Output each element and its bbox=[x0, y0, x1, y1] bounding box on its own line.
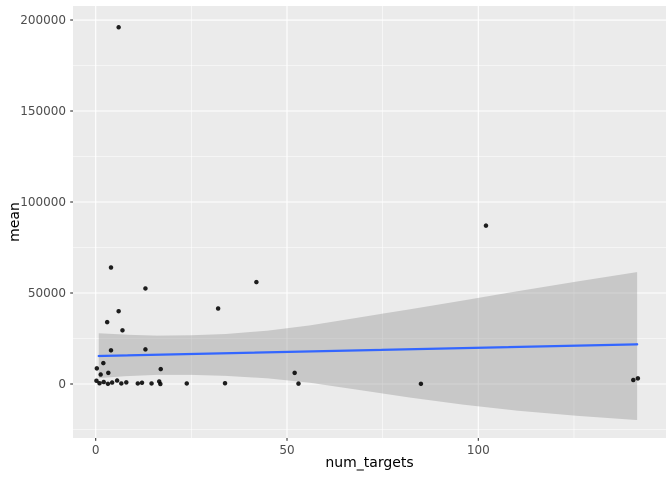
y-tick-label: 100000 bbox=[20, 195, 66, 209]
data-point bbox=[184, 381, 190, 386]
data-point bbox=[94, 378, 99, 383]
data-point bbox=[483, 223, 489, 228]
data-point bbox=[635, 376, 641, 381]
data-point bbox=[101, 360, 106, 366]
data-point bbox=[104, 319, 110, 325]
x-axis-title: num_targets bbox=[325, 455, 414, 471]
data-point bbox=[418, 381, 424, 387]
data-point bbox=[97, 381, 102, 386]
data-point bbox=[116, 308, 121, 314]
x-tick-label: 50 bbox=[279, 443, 294, 457]
data-point bbox=[116, 25, 121, 30]
y-tick-label: 150000 bbox=[20, 104, 66, 118]
data-point bbox=[222, 381, 228, 386]
y-tick-label: 200000 bbox=[20, 13, 66, 27]
data-point bbox=[135, 381, 141, 386]
data-point bbox=[124, 380, 129, 385]
data-point bbox=[631, 377, 636, 383]
x-tick-label: 0 bbox=[92, 443, 100, 457]
data-point bbox=[139, 380, 145, 385]
data-point bbox=[158, 366, 163, 372]
data-point bbox=[114, 378, 120, 383]
data-point bbox=[98, 372, 103, 377]
data-point bbox=[105, 381, 111, 387]
data-point bbox=[101, 379, 106, 385]
data-point bbox=[109, 380, 115, 385]
data-point bbox=[108, 348, 114, 353]
data-point bbox=[106, 370, 111, 376]
data-point bbox=[94, 366, 100, 371]
data-point bbox=[296, 381, 301, 386]
y-tick-label: 0 bbox=[58, 377, 66, 391]
regression-line bbox=[97, 343, 639, 358]
y-tick-label: 50000 bbox=[28, 286, 66, 300]
panel-background bbox=[73, 6, 666, 438]
data-point bbox=[215, 306, 221, 311]
data-point bbox=[149, 381, 154, 386]
data-point bbox=[143, 286, 148, 291]
data-point bbox=[108, 265, 114, 270]
y-axis-title: mean bbox=[7, 202, 23, 242]
data-point bbox=[254, 279, 259, 285]
data-point bbox=[143, 347, 148, 352]
data-point bbox=[158, 381, 163, 387]
data-point bbox=[120, 328, 125, 333]
confidence-band bbox=[98, 272, 638, 421]
x-tick-label: 100 bbox=[467, 443, 490, 457]
data-point bbox=[119, 381, 124, 386]
data-point bbox=[292, 370, 297, 376]
